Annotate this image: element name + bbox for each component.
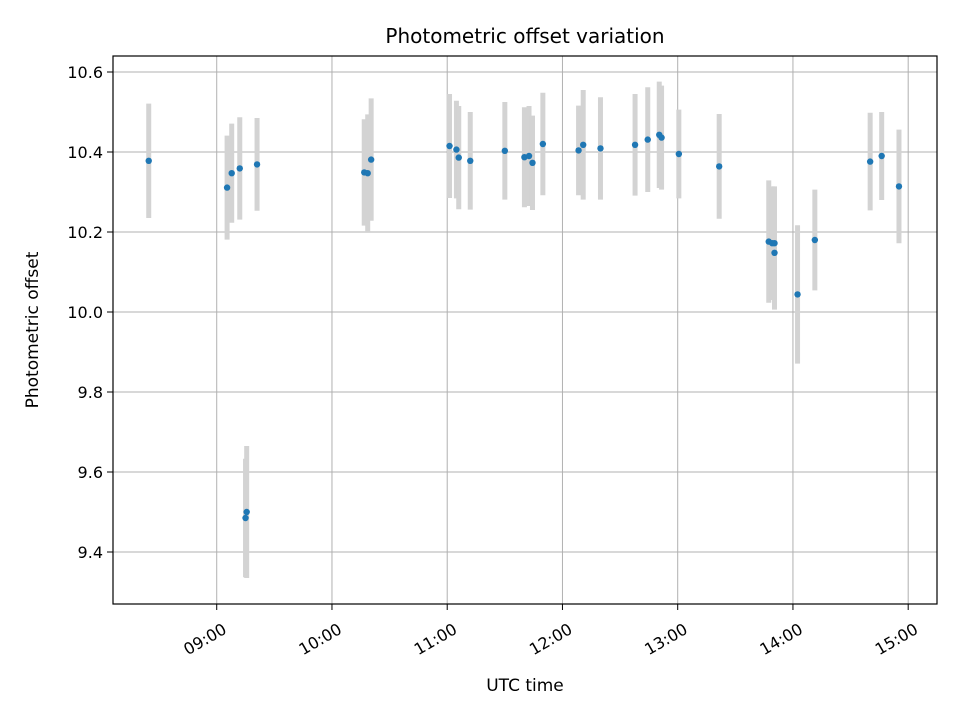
data-point	[145, 157, 152, 164]
data-point	[658, 134, 665, 141]
chart-title: Photometric offset variation	[385, 24, 664, 48]
y-tick-label: 9.8	[78, 383, 103, 402]
data-point	[242, 514, 249, 522]
data-point	[675, 150, 683, 158]
data-point	[453, 146, 460, 153]
data-point	[364, 170, 371, 177]
y-tick-label: 10.6	[67, 63, 103, 82]
data-point	[525, 152, 533, 160]
data-point	[455, 154, 462, 161]
data-point	[446, 142, 453, 150]
plot-frame	[112, 55, 938, 605]
data-point	[811, 236, 819, 244]
data-point	[236, 165, 243, 172]
y-axis: 9.4 9.6 9.8 10.0 10.2 10.4 10.6	[67, 63, 113, 562]
data-point	[243, 508, 250, 516]
y-tick-label: 9.6	[78, 463, 103, 482]
data-point	[644, 136, 651, 143]
data-point	[597, 145, 604, 152]
data-point	[467, 157, 474, 164]
data-point	[771, 240, 778, 247]
data-point	[715, 163, 723, 170]
y-tick-label: 10.4	[67, 143, 103, 162]
data-points	[145, 131, 903, 522]
data-point	[631, 141, 639, 148]
y-axis-title: Photometric offset	[23, 251, 43, 408]
data-point	[501, 147, 509, 154]
data-point	[878, 152, 885, 160]
data-point	[895, 183, 903, 190]
data-point	[367, 156, 375, 163]
data-point	[529, 159, 536, 166]
y-tick-label: 10.0	[67, 303, 103, 322]
data-point	[575, 147, 582, 154]
data-point	[539, 140, 547, 148]
data-point	[579, 141, 587, 148]
data-point	[228, 170, 235, 177]
data-point	[253, 161, 261, 168]
data-point	[771, 249, 778, 256]
y-tick-label: 9.4	[78, 543, 103, 562]
data-point	[223, 184, 231, 191]
data-point	[794, 291, 801, 298]
x-axis-title: UTC time	[486, 676, 564, 696]
data-point	[866, 158, 874, 165]
y-tick-label: 10.2	[67, 223, 103, 242]
